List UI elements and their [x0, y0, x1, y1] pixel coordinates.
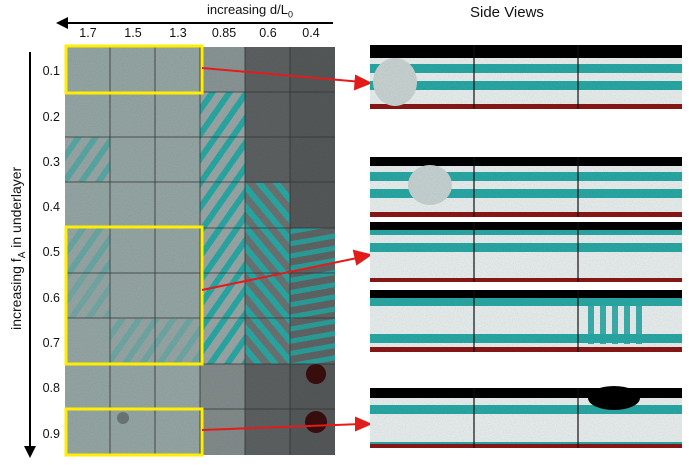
x-axis-label-text: increasing d/L [207, 2, 288, 17]
row-label: 0.1 [42, 64, 60, 78]
arrows [201, 67, 373, 432]
side-view-panel [370, 222, 682, 282]
row-label: 0.7 [42, 336, 60, 350]
highlight-box-top [64, 44, 204, 95]
x-axis-label-subscript: 0 [287, 9, 293, 20]
row-label: 0.3 [42, 155, 60, 169]
column-header: 1.7 [79, 26, 97, 40]
column-header: 1.5 [124, 26, 142, 40]
side-view-panel [370, 290, 682, 352]
column-header: 1.3 [169, 26, 187, 40]
x-axis-label: increasing d/L0 [150, 2, 350, 20]
row-label: 0.4 [42, 200, 60, 214]
row-label: 0.8 [42, 381, 60, 395]
side-view-dividers [473, 45, 579, 448]
row-label: 0.5 [42, 245, 60, 259]
row-label: 0.2 [42, 110, 60, 124]
row-label: 0.6 [42, 291, 60, 305]
column-header: 0.85 [211, 26, 237, 40]
column-header: 0.4 [302, 26, 320, 40]
left-axis-arrow [24, 52, 36, 458]
side-view-panel [370, 157, 682, 217]
side-views-title: Side Views [470, 4, 544, 21]
column-header: 0.6 [259, 26, 277, 40]
highlight-box-middle [64, 225, 204, 366]
side-view-panel [370, 386, 682, 448]
highlight-box-bottom [64, 407, 204, 457]
side-view-panel [370, 45, 682, 109]
row-label: 0.9 [42, 427, 60, 441]
top-axis-arrow [56, 17, 333, 29]
